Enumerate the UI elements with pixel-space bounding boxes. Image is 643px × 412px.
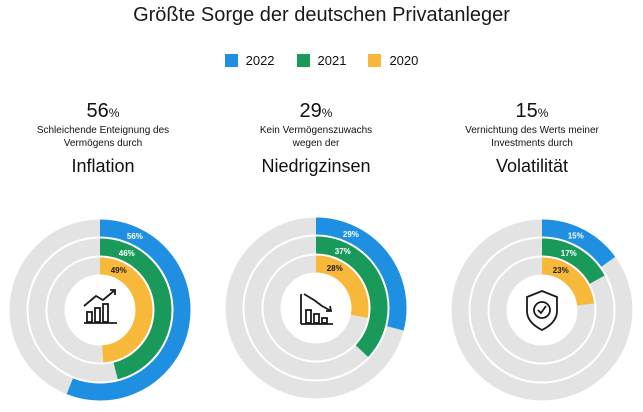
panel-category: Volatilität (495, 156, 569, 176)
ring-label-2022-inflation: 56% (127, 232, 143, 241)
ring-label-2020-volatilität: 23% (553, 266, 569, 275)
ring-arc-2020-inflation (99, 257, 153, 363)
ring-arc-2022-volatilität (541, 219, 616, 268)
legend-label-2022: 2022 (245, 53, 275, 68)
panel-subtitle-line2: Investments durch (491, 138, 573, 149)
ring-label-2021-inflation: 46% (119, 249, 135, 258)
ring-label-2020-inflation: 49% (111, 266, 127, 275)
ring-arc-2020-niedrigzinsen (315, 255, 369, 318)
ring-label-2021-volatilität: 17% (561, 249, 577, 258)
panel-subtitle-line1: Vernichtung des Werts meiner (465, 125, 599, 136)
ring-arc-2021-inflation (99, 238, 172, 380)
legend-swatch-2022 (224, 54, 238, 67)
legend-swatch-2020 (368, 54, 382, 67)
legend-swatch-2021 (296, 54, 310, 67)
panel-subtitle-line1: Kein Vermögenszuwachs (259, 125, 373, 136)
ring-arc-2021-niedrigzinsen (315, 236, 388, 357)
ring-label-2020-niedrigzinsen: 28% (327, 264, 343, 273)
legend-label-2020: 2020 (389, 53, 419, 68)
ring-arc-2021-volatilität (541, 238, 605, 285)
shield-check-icon (526, 290, 558, 332)
panel-big-value: 29% (299, 100, 333, 122)
legend-item-2020: 2020 (368, 53, 418, 68)
panel-big-value: 15% (515, 100, 549, 122)
ring-label-2022-volatilität: 15% (568, 231, 584, 240)
ring-arc-2020-volatilität (541, 257, 595, 307)
icon-background (289, 281, 343, 335)
ring-arc-2022-inflation (66, 219, 191, 401)
chart-down-icon (300, 293, 333, 325)
panel-big-value: 56% (86, 100, 120, 122)
legend: 2022 2021 2020 (0, 53, 643, 68)
panel-subtitle-line1: Schleichende Enteignung des (36, 125, 170, 136)
legend-label-2021: 2021 (317, 53, 347, 68)
panel-category: Inflation (71, 156, 135, 176)
chart-up-icon (83, 289, 117, 324)
ring-label-2021-niedrigzinsen: 37% (335, 247, 351, 256)
legend-item-2021: 2021 (296, 53, 347, 68)
panel-volatilitaet: 15% Vernichtung des Werts meiner Investm… (432, 100, 632, 177)
panel-niedrigzinsen: 29% Kein Vermögenszuwachs wegen der Nied… (216, 100, 416, 177)
ring-label-2022-niedrigzinsen: 29% (343, 230, 359, 239)
panel-category: Niedrigzinsen (261, 156, 371, 176)
panel-subtitle-line2: wegen der (292, 138, 340, 149)
panel-inflation: 56% Schleichende Enteignung des Vermögen… (3, 100, 203, 177)
legend-item-2022: 2022 (224, 53, 275, 68)
ring-arc-2022-niedrigzinsen (315, 217, 407, 331)
panel-subtitle-line2: Vermögens durch (63, 138, 143, 149)
chart-title: Größte Sorge der deutschen Privatanleger (133, 4, 510, 26)
